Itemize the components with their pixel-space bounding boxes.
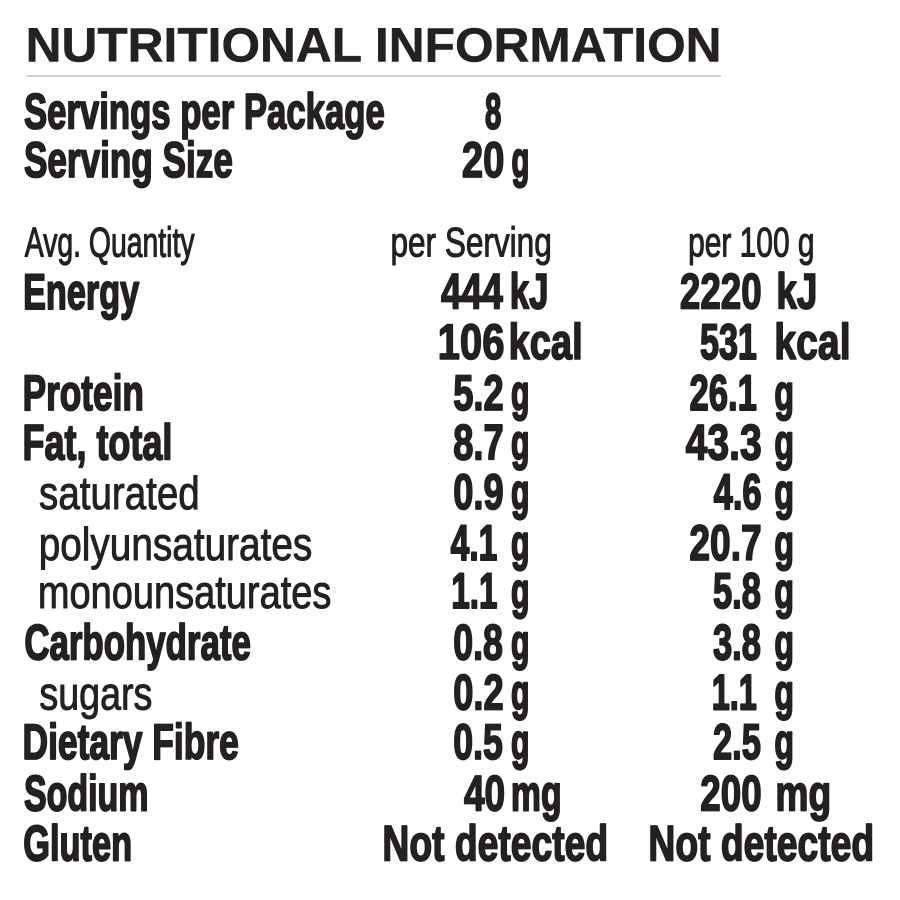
svg-text:1.1: 1.1: [451, 563, 497, 618]
svg-text:8.7: 8.7: [453, 415, 503, 471]
svg-text:monounsaturates: monounsaturates: [38, 566, 331, 617]
svg-text:4.1: 4.1: [451, 515, 498, 571]
svg-text:531: 531: [700, 315, 757, 371]
svg-text:26.1: 26.1: [689, 366, 756, 422]
svg-text:2220: 2220: [680, 264, 762, 320]
svg-text:20.7: 20.7: [689, 516, 761, 572]
svg-text:200: 200: [700, 766, 761, 822]
svg-text:g: g: [511, 615, 529, 671]
svg-text:polyunsaturates: polyunsaturates: [39, 519, 313, 571]
svg-text:Avg. Quantity: Avg. Quantity: [25, 219, 195, 266]
svg-text:Fat, total: Fat, total: [22, 416, 172, 471]
svg-text:0.8: 0.8: [453, 616, 503, 671]
svg-text:g: g: [511, 665, 529, 721]
svg-text:g: g: [774, 464, 794, 520]
svg-text:Not detected: Not detected: [382, 816, 608, 872]
svg-text:5.8: 5.8: [713, 564, 761, 620]
svg-text:8: 8: [485, 83, 501, 139]
svg-text:g: g: [511, 714, 529, 770]
svg-text:2.5: 2.5: [713, 715, 761, 771]
svg-text:per 100 g: per 100 g: [688, 218, 815, 265]
svg-text:g: g: [511, 464, 529, 520]
svg-text:g: g: [511, 132, 529, 188]
svg-text:1.1: 1.1: [712, 664, 757, 720]
svg-text:4.6: 4.6: [714, 465, 762, 521]
svg-text:mg: mg: [511, 766, 562, 822]
svg-text:kJ: kJ: [776, 264, 817, 320]
svg-text:mg: mg: [775, 766, 831, 822]
svg-text:Not detected: Not detected: [648, 816, 874, 872]
svg-text:g: g: [774, 664, 794, 720]
svg-text:3.8: 3.8: [713, 615, 761, 671]
svg-text:5.2: 5.2: [453, 365, 503, 421]
svg-text:0.9: 0.9: [453, 464, 503, 520]
svg-text:g: g: [774, 614, 794, 670]
svg-text:Gluten: Gluten: [23, 816, 132, 872]
svg-text:106: 106: [438, 314, 505, 370]
svg-text:Dietary Fibre: Dietary Fibre: [23, 715, 239, 770]
svg-text:Servings per Package: Servings per Package: [24, 84, 385, 140]
svg-text:g: g: [511, 365, 529, 421]
svg-text:Protein: Protein: [23, 366, 144, 422]
svg-text:444: 444: [441, 264, 503, 320]
svg-text:0.5: 0.5: [453, 715, 503, 770]
svg-text:per Serving: per Serving: [390, 218, 551, 265]
svg-text:Sodium: Sodium: [24, 766, 149, 822]
svg-text:g: g: [774, 563, 794, 619]
svg-text:g: g: [511, 563, 529, 619]
svg-text:20: 20: [462, 133, 505, 188]
svg-text:g: g: [774, 714, 794, 770]
svg-text:Energy: Energy: [23, 265, 139, 321]
svg-text:NUTRITIONAL INFORMATION: NUTRITIONAL INFORMATION: [26, 19, 722, 72]
svg-text:Carbohydrate: Carbohydrate: [24, 615, 250, 671]
svg-text:0.2: 0.2: [453, 665, 503, 721]
svg-text:43.3: 43.3: [686, 414, 762, 471]
svg-text:g: g: [774, 365, 794, 421]
svg-text:g: g: [511, 415, 529, 471]
svg-text:kJ: kJ: [510, 264, 549, 320]
svg-text:kcal: kcal: [509, 315, 583, 370]
svg-text:g: g: [511, 515, 529, 571]
svg-text:saturated: saturated: [39, 468, 200, 519]
svg-text:g: g: [774, 414, 794, 470]
svg-text:Serving Size: Serving Size: [24, 133, 233, 189]
svg-text:kcal: kcal: [774, 313, 850, 370]
svg-text:40: 40: [464, 766, 505, 822]
svg-text:g: g: [774, 515, 794, 571]
svg-text:sugars: sugars: [39, 668, 152, 719]
